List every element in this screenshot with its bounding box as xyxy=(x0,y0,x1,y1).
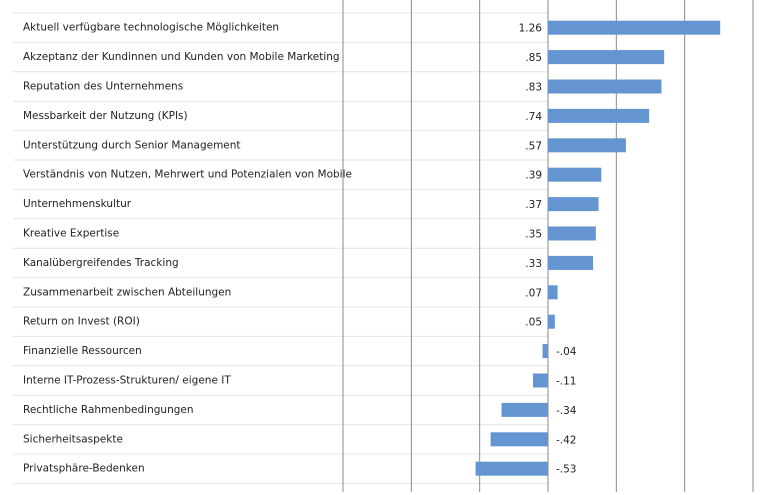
value-label: .39 xyxy=(525,170,542,182)
bar xyxy=(548,226,596,241)
bar xyxy=(548,138,626,153)
bar xyxy=(548,167,602,182)
value-label: .83 xyxy=(525,82,542,94)
category-label: Privatsphäre-Bedenken xyxy=(23,463,145,475)
category-label: Kreative Expertise xyxy=(23,228,119,240)
bar xyxy=(532,373,548,388)
bar xyxy=(548,108,650,123)
category-label: Aktuell verfügbare technologische Möglic… xyxy=(23,22,279,34)
bar xyxy=(548,20,721,35)
bar xyxy=(475,461,548,476)
bar xyxy=(548,314,555,329)
value-label: -.53 xyxy=(556,464,577,476)
value-label: -.04 xyxy=(556,346,577,358)
bar xyxy=(542,344,548,359)
value-label: -.42 xyxy=(556,434,577,446)
category-label: Unterstützung durch Senior Management xyxy=(23,139,241,151)
value-label: .05 xyxy=(525,317,542,329)
category-label: Return on Invest (ROI) xyxy=(23,316,140,328)
value-label: .37 xyxy=(525,199,542,211)
category-label: Sicherheitsaspekte xyxy=(23,433,123,445)
bar xyxy=(501,402,548,417)
category-label: Unternehmenskultur xyxy=(23,198,132,210)
category-label: Verständnis von Nutzen, Mehrwert und Pot… xyxy=(23,169,352,181)
bar xyxy=(548,79,662,94)
value-label: .74 xyxy=(525,111,542,123)
bar xyxy=(548,285,558,300)
value-label: -.11 xyxy=(556,376,577,388)
value-label: .33 xyxy=(525,258,542,270)
category-label: Finanzielle Ressourcen xyxy=(23,345,142,357)
value-label: .07 xyxy=(525,287,542,299)
value-label: .85 xyxy=(525,52,542,64)
value-label: .35 xyxy=(525,229,542,241)
category-label: Messbarkeit der Nutzung (KPIs) xyxy=(23,110,188,122)
bar xyxy=(490,432,548,447)
category-label: Rechtliche Rahmenbedingungen xyxy=(23,404,194,416)
category-label: Kanalübergreifendes Tracking xyxy=(23,257,179,269)
bar xyxy=(548,197,599,212)
category-label: Akzeptanz der Kundinnen und Kunden von M… xyxy=(23,51,340,63)
category-label: Zusammenarbeit zwischen Abteilungen xyxy=(23,286,231,298)
value-label: 1.26 xyxy=(519,23,543,35)
bar xyxy=(548,50,665,65)
value-label: .57 xyxy=(525,140,542,152)
category-label: Interne IT-Prozess-Strukturen/ eigene IT xyxy=(23,375,231,387)
bar xyxy=(548,255,594,270)
category-label: Reputation des Unternehmens xyxy=(23,81,183,93)
value-label: -.34 xyxy=(556,405,577,417)
